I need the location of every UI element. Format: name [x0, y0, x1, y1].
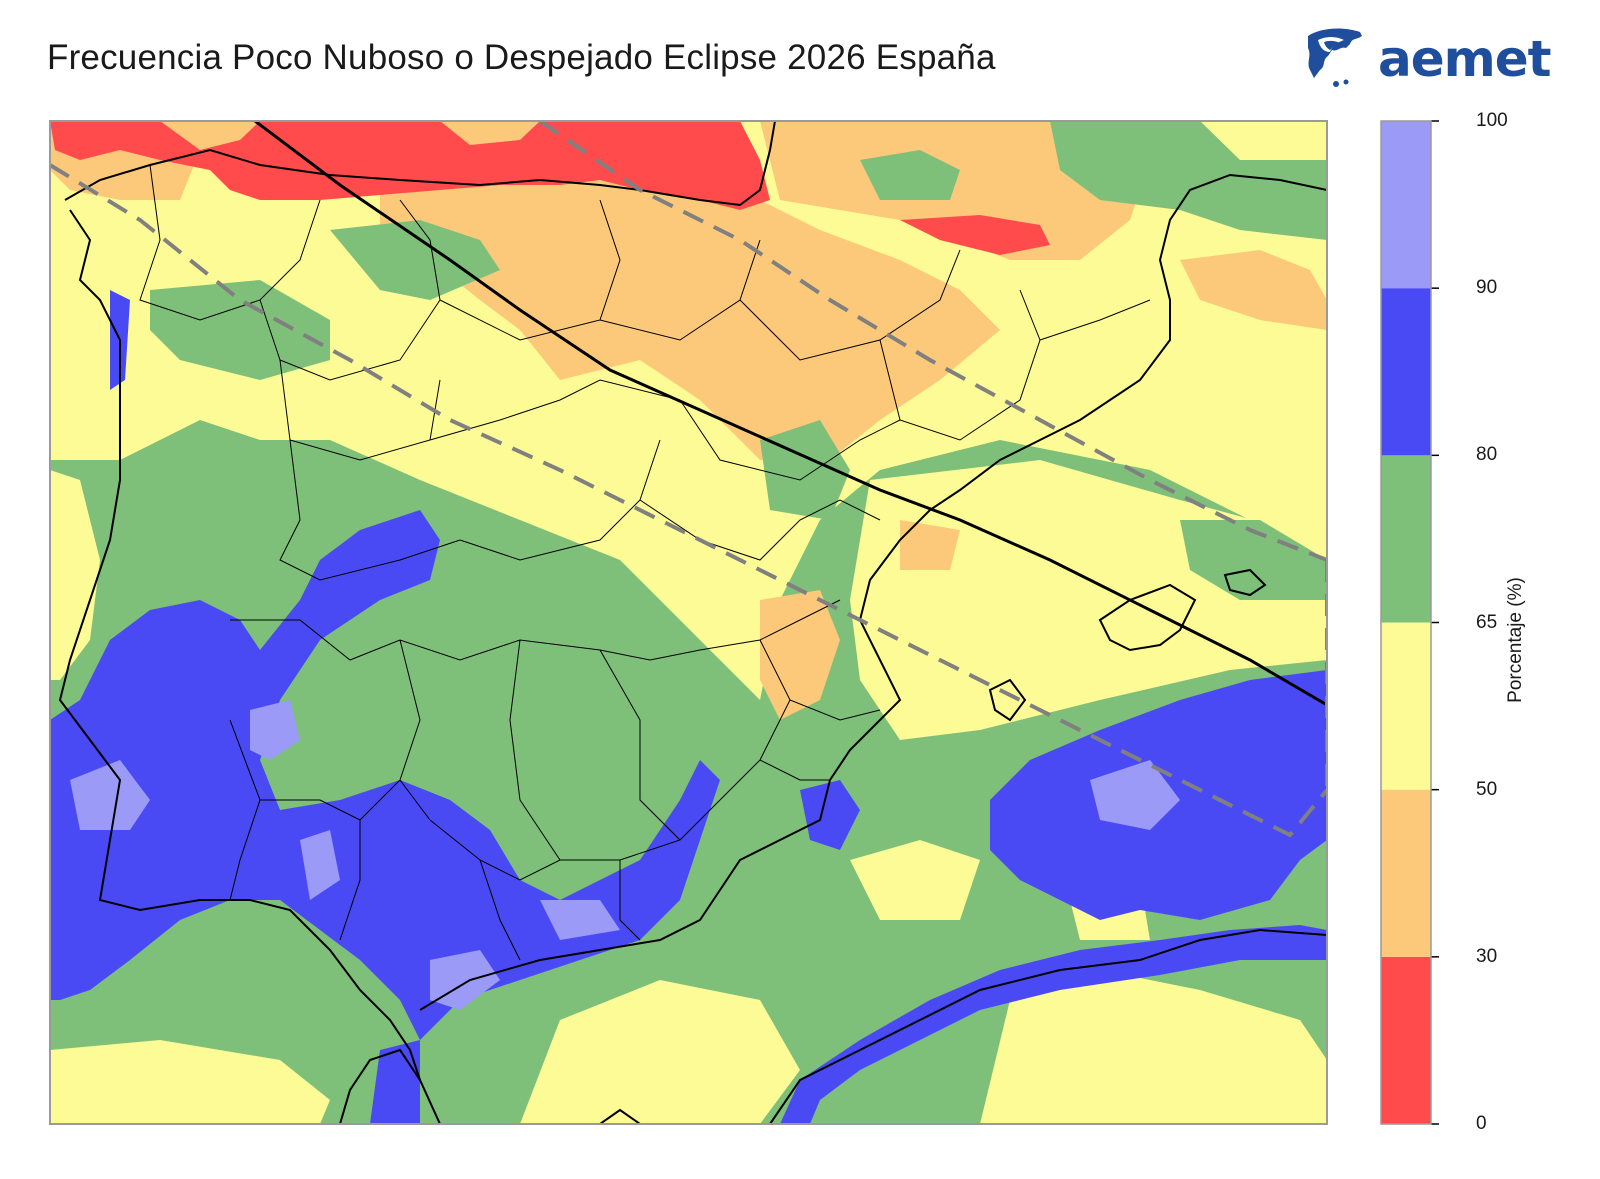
colorbar-band-30-50: [1381, 789, 1431, 957]
colorbar-frame: [1380, 120, 1432, 1125]
eclipse-centerline: [254, 121, 1327, 707]
colorbar-tick-label: 65: [1476, 611, 1498, 633]
colorbar-label: Porcentaje (%): [1505, 577, 1526, 703]
colorbar-band-90-100: [1381, 121, 1431, 289]
aemet-logo-icon: [1308, 28, 1362, 87]
colorbar-tick-label: 0: [1476, 1113, 1487, 1134]
map-area: [50, 121, 1327, 1124]
colorbar-tick-label: 100: [1476, 110, 1508, 131]
colorbar-band-0-30: [1381, 956, 1431, 1124]
province-borders: [139, 164, 1151, 961]
map-frame: [49, 120, 1328, 1125]
eclipse-south-limit: [50, 163, 1327, 838]
colorbar: [1381, 120, 1439, 1125]
colorbar-tick-label: 50: [1476, 778, 1498, 800]
aemet-logo: aemet: [1302, 26, 1564, 90]
eclipse-north-limit: [538, 121, 1327, 562]
colorbar-tick-label: 90: [1476, 277, 1498, 299]
colorbar-band-65-80: [1381, 455, 1431, 623]
colorbar-tick-label: 30: [1476, 945, 1498, 967]
colorbar-band-80-90: [1381, 288, 1431, 456]
colorbar-band-50-65: [1381, 622, 1431, 790]
aemet-logo-text: aemet: [1378, 30, 1552, 88]
colorbar-tick-label: 80: [1476, 444, 1498, 466]
map-title: Frecuencia Poco Nuboso o Despejado Eclip…: [47, 38, 996, 77]
